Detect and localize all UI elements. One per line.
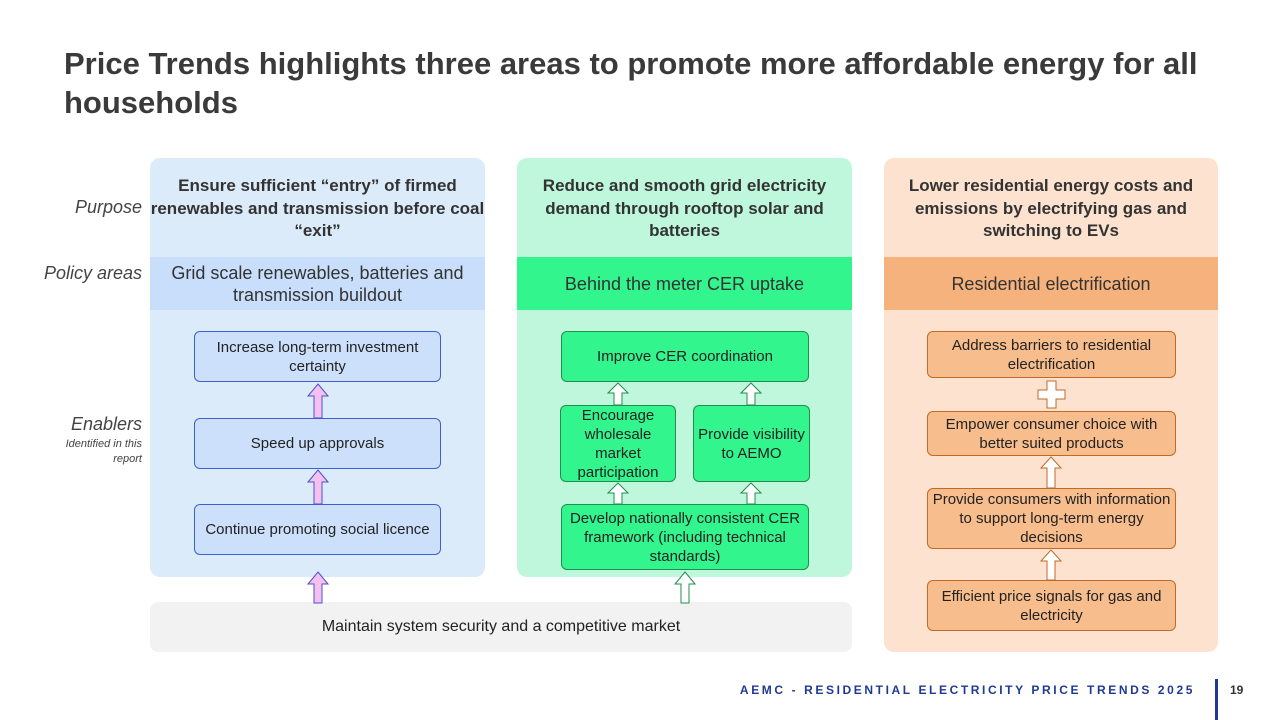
up-arrow-icon bbox=[740, 382, 762, 406]
enabler-investment-certainty: Increase long-term investment certainty bbox=[194, 331, 441, 382]
page-number: 19 bbox=[1230, 683, 1244, 697]
purpose-text-3: Lower residential energy costs and emiss… bbox=[908, 176, 1194, 240]
up-arrow-icon bbox=[740, 482, 762, 505]
enabler-wholesale-participation: Encourage wholesale market participation bbox=[560, 405, 676, 482]
footer-title: AEMC - RESIDENTIAL ELECTRICITY PRICE TRE… bbox=[739, 683, 1195, 697]
up-arrow-icon bbox=[607, 382, 629, 406]
page-title: Price Trends highlights three areas to p… bbox=[64, 46, 1198, 120]
enabler-visibility-aemo: Provide visibility to AEMO bbox=[693, 405, 810, 482]
enabler-address-barriers: Address barriers to residential electrif… bbox=[927, 331, 1176, 378]
purpose-label: Purpose bbox=[74, 197, 142, 217]
up-arrow-icon bbox=[307, 571, 329, 604]
foundation-security-market: Maintain system security and a competiti… bbox=[150, 602, 852, 652]
plus-icon bbox=[1037, 380, 1066, 409]
footer-divider bbox=[1215, 679, 1218, 720]
enabler-speed-up-approvals: Speed up approvals bbox=[194, 418, 441, 469]
policy-area-3: Residential electrification bbox=[884, 257, 1218, 310]
purpose-text-1: Ensure sufficient “entry” of firmed rene… bbox=[150, 176, 485, 240]
enablers-sublabel: Identified in this report bbox=[65, 438, 142, 465]
purpose-text-2: Reduce and smooth grid electricity deman… bbox=[542, 176, 827, 240]
enabler-consumer-information: Provide consumers with information to su… bbox=[927, 488, 1176, 549]
enabler-price-signals: Efficient price signals for gas and elec… bbox=[927, 580, 1176, 631]
enabler-cer-framework: Develop nationally consistent CER framew… bbox=[561, 504, 809, 570]
up-arrow-icon bbox=[307, 383, 329, 419]
enablers-label: Enablers bbox=[70, 414, 142, 434]
enabler-cer-coordination: Improve CER coordination bbox=[561, 331, 809, 382]
up-arrow-icon bbox=[607, 482, 629, 505]
policy-area-2: Behind the meter CER uptake bbox=[517, 257, 852, 310]
policy-areas-label: Policy areas bbox=[43, 263, 142, 283]
enabler-consumer-choice: Empower consumer choice with better suit… bbox=[927, 411, 1176, 456]
up-arrow-icon bbox=[307, 469, 329, 505]
up-arrow-icon bbox=[1040, 549, 1062, 581]
policy-area-1: Grid scale renewables, batteries and tra… bbox=[150, 257, 485, 310]
enabler-social-licence: Continue promoting social licence bbox=[194, 504, 441, 555]
up-arrow-icon bbox=[1040, 456, 1062, 489]
up-arrow-icon bbox=[674, 571, 696, 604]
